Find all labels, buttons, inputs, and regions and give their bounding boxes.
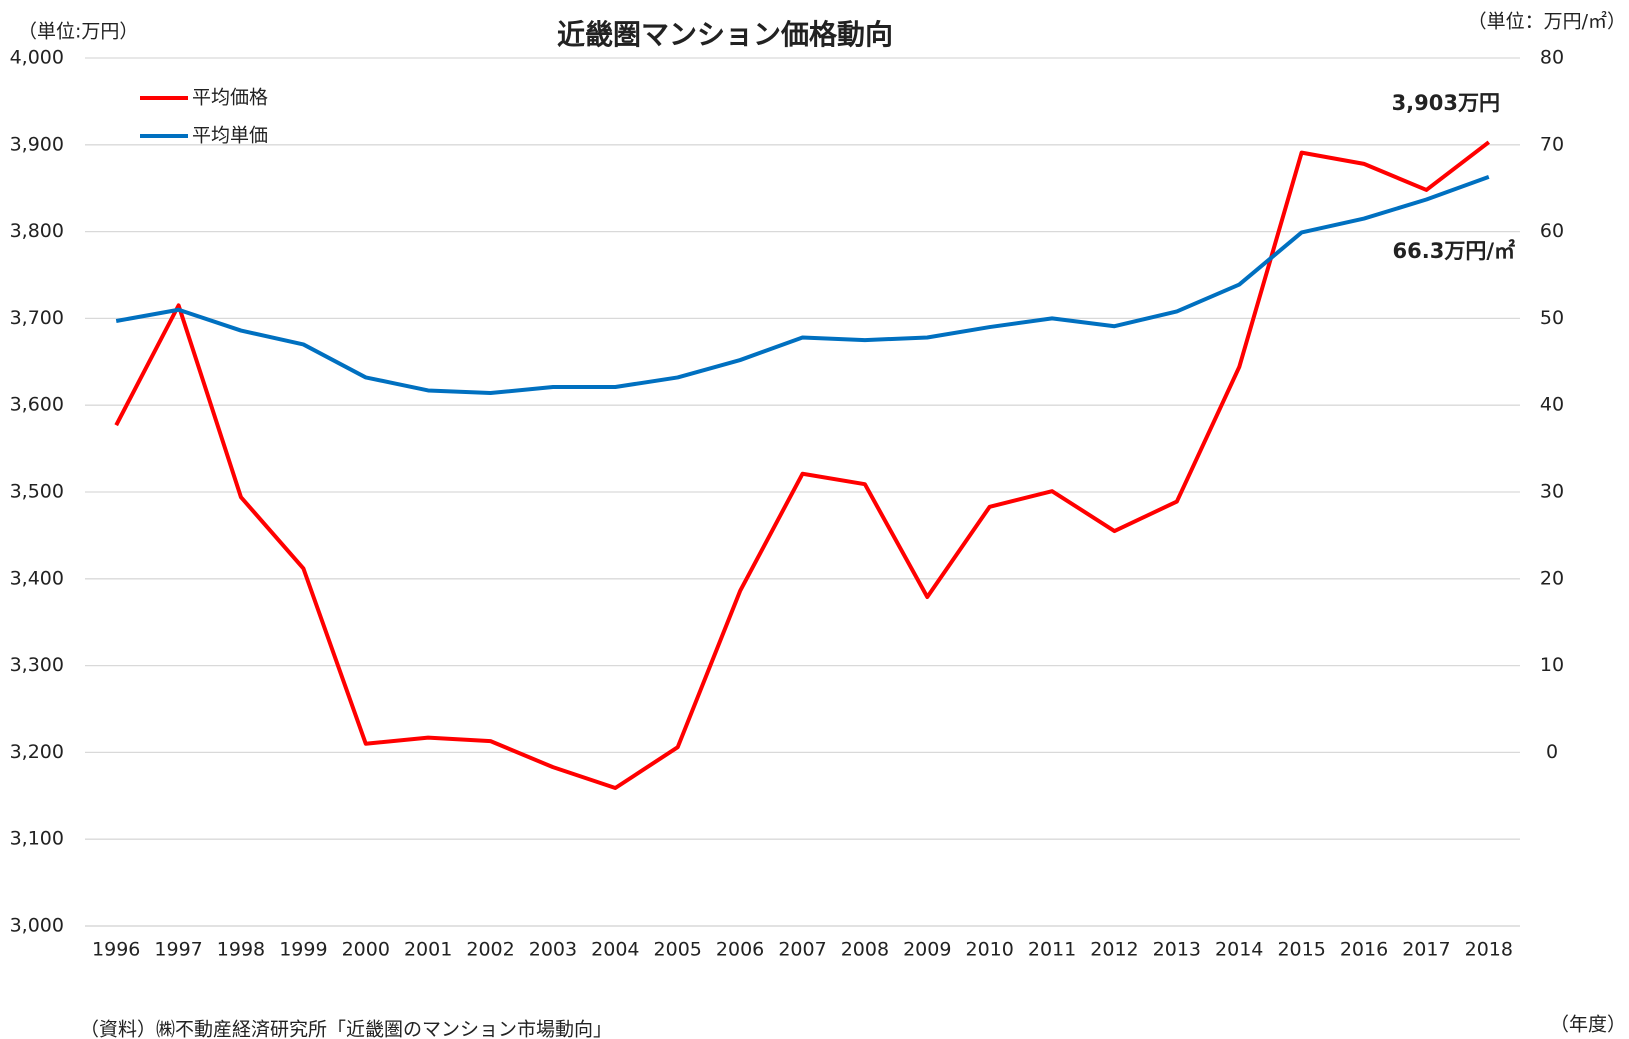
x-tick-label: 2004	[591, 939, 639, 961]
y-tick-label: 3,100	[10, 828, 64, 850]
series-line	[114, 140, 1491, 790]
x-tick-label: 2002	[466, 939, 514, 961]
x-tick-label: 1996	[92, 939, 140, 961]
annotation: 3,903万円	[1392, 91, 1500, 115]
x-tick-label: 2017	[1402, 939, 1450, 961]
x-unit-label: （年度）	[1550, 1014, 1626, 1036]
x-tick-label: 2018	[1465, 939, 1513, 961]
source-note: （資料）㈱不動産経済研究所「近畿圏のマンション市場動向」	[80, 1019, 612, 1039]
chart-title: 近畿圏マンション価格動向	[557, 18, 893, 51]
y2-unit-label: （単位：万円/㎡）	[1468, 10, 1626, 33]
x-tick-label: 2016	[1340, 939, 1388, 961]
y-tick-label: 3,600	[10, 394, 64, 416]
x-tick-label: 1998	[217, 939, 265, 961]
y-tick-label: 3,300	[10, 654, 64, 676]
x-tick-label: 2006	[716, 939, 764, 961]
y2-tick-label: 30	[1540, 481, 1564, 503]
x-tick-label: 2011	[1028, 939, 1076, 961]
y2-tick-label: 10	[1540, 654, 1564, 676]
x-tick-label: 1997	[154, 939, 202, 961]
x-tick-label: 2001	[404, 939, 452, 961]
x-tick-label: 2015	[1277, 939, 1325, 961]
x-tick-label: 2012	[1090, 939, 1138, 961]
x-tick-label: 1999	[279, 939, 327, 961]
y-tick-label: 3,900	[10, 133, 64, 155]
x-tick-label: 2008	[841, 939, 889, 961]
y2-tick-label: 40	[1540, 394, 1564, 416]
x-tick-label: 2010	[965, 939, 1013, 961]
y-tick-label: 4,000	[10, 47, 64, 69]
legend-label: 平均価格	[192, 87, 268, 109]
x-tick-label: 2014	[1215, 939, 1263, 961]
x-tick-label: 2003	[529, 939, 577, 961]
y-tick-label: 3,000	[10, 915, 64, 937]
y-tick-label: 3,200	[10, 741, 64, 763]
x-tick-label: 2013	[1153, 939, 1201, 961]
x-tick-label: 2005	[654, 939, 702, 961]
y2-tick-label: 20	[1540, 567, 1564, 589]
x-tick-label: 2009	[903, 939, 951, 961]
y2-tick-label: 80	[1540, 47, 1564, 69]
x-tick-label: 2007	[778, 939, 826, 961]
y2-tick-label: 70	[1540, 133, 1564, 155]
y2-tick-label: 50	[1540, 307, 1564, 329]
y-tick-label: 3,700	[10, 307, 64, 329]
y2-tick-label: 0	[1546, 741, 1558, 763]
y-tick-label: 3,500	[10, 481, 64, 503]
legend-label: 平均単価	[192, 125, 268, 147]
y-tick-label: 3,800	[10, 220, 64, 242]
x-tick-label: 2000	[342, 939, 390, 961]
annotation: 66.3万円/㎡	[1393, 239, 1515, 263]
y2-tick-label: 60	[1540, 220, 1564, 242]
y-unit-label: （単位:万円）	[18, 21, 138, 43]
series-line	[115, 175, 1490, 396]
y-tick-label: 3,400	[10, 567, 64, 589]
